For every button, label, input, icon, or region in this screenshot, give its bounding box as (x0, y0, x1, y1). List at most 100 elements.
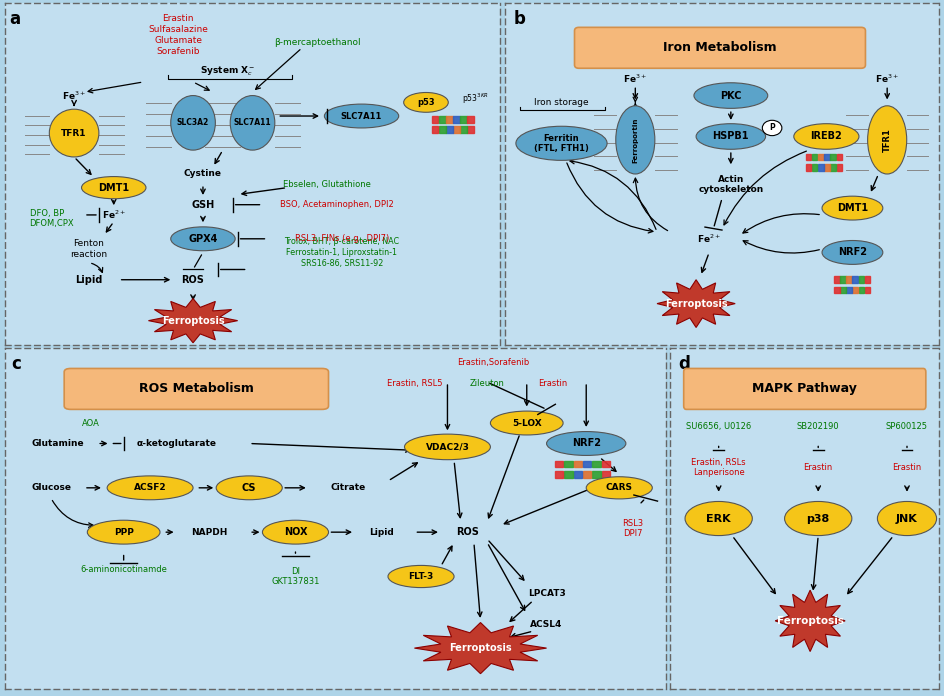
Text: 6-aminonicotinamde: 6-aminonicotinamde (80, 565, 167, 574)
Bar (831, 154, 835, 160)
Bar (812, 164, 818, 171)
Ellipse shape (230, 95, 275, 150)
Text: NRF2: NRF2 (572, 438, 600, 448)
Text: Fe$^{2+}$: Fe$^{2+}$ (102, 209, 126, 221)
Bar (859, 287, 864, 294)
Bar (582, 461, 591, 468)
Text: Fe$^{3+}$: Fe$^{3+}$ (875, 72, 900, 85)
Bar (601, 461, 610, 468)
Text: Erastin
Sulfasalazine
Glutamate
Sorafenib: Erastin Sulfasalazine Glutamate Sorafeni… (148, 14, 208, 56)
Text: Lipid: Lipid (369, 528, 394, 537)
Text: ROS Metabolism: ROS Metabolism (139, 382, 254, 395)
Bar (865, 276, 870, 283)
Ellipse shape (388, 565, 454, 587)
FancyBboxPatch shape (64, 368, 329, 409)
Bar (846, 287, 851, 294)
Text: Erastin: Erastin (539, 379, 567, 388)
Text: β-mercaptoethanol: β-mercaptoethanol (274, 38, 361, 47)
Text: SP600125: SP600125 (886, 422, 928, 431)
Bar (836, 164, 842, 171)
Text: DMT1: DMT1 (837, 203, 868, 213)
Ellipse shape (49, 109, 99, 157)
Text: d: d (679, 355, 690, 373)
Ellipse shape (516, 126, 607, 160)
Text: P: P (769, 123, 775, 132)
Bar (447, 116, 452, 123)
Bar (453, 126, 460, 133)
Ellipse shape (586, 477, 652, 499)
Bar (859, 276, 864, 283)
Bar (461, 116, 466, 123)
Bar (836, 154, 842, 160)
Text: ACSF2: ACSF2 (134, 483, 166, 492)
Ellipse shape (696, 124, 766, 149)
Bar (582, 470, 591, 477)
Ellipse shape (87, 520, 160, 544)
Text: FLT-3: FLT-3 (409, 572, 433, 581)
Ellipse shape (262, 520, 329, 544)
Text: Ferroptosis: Ferroptosis (777, 616, 844, 626)
Bar (447, 126, 452, 133)
Text: Ferritin
(FTL, FTH1): Ferritin (FTL, FTH1) (534, 134, 589, 153)
Ellipse shape (547, 432, 626, 455)
Bar (818, 164, 823, 171)
Text: Fenton
reaction: Fenton reaction (71, 239, 108, 259)
Bar (852, 287, 858, 294)
Text: Fe$^{2+}$: Fe$^{2+}$ (697, 232, 721, 245)
Ellipse shape (615, 106, 655, 174)
Bar (439, 126, 446, 133)
Ellipse shape (81, 177, 146, 199)
Polygon shape (148, 299, 238, 343)
Text: Actin
cytoskeleton: Actin cytoskeleton (699, 175, 764, 194)
Text: GSH: GSH (192, 200, 214, 209)
Text: ERK: ERK (706, 514, 731, 523)
Text: Iron Metabolism: Iron Metabolism (664, 41, 777, 54)
Bar (852, 276, 858, 283)
Text: NOX: NOX (284, 527, 307, 537)
Text: NRF2: NRF2 (838, 248, 867, 258)
Ellipse shape (877, 501, 936, 536)
Text: ROS: ROS (181, 275, 205, 285)
Text: Ferroptosis: Ferroptosis (449, 643, 512, 653)
Text: SLC3A2: SLC3A2 (177, 118, 210, 127)
Ellipse shape (108, 476, 193, 500)
Text: PKC: PKC (720, 90, 742, 100)
Bar (432, 116, 439, 123)
Text: Ferroptosis: Ferroptosis (665, 299, 728, 308)
Bar (601, 470, 610, 477)
Text: Glucose: Glucose (31, 483, 71, 492)
Ellipse shape (404, 93, 448, 112)
Text: GPX4: GPX4 (188, 234, 218, 244)
Bar (806, 164, 811, 171)
Bar (555, 470, 564, 477)
Text: CS: CS (242, 483, 257, 493)
Bar (806, 154, 811, 160)
Text: BSO, Acetaminophen, DPI2: BSO, Acetaminophen, DPI2 (280, 200, 394, 209)
Bar (840, 276, 846, 283)
Bar (555, 461, 564, 468)
Text: Fe$^{3+}$: Fe$^{3+}$ (623, 72, 648, 85)
Ellipse shape (694, 83, 767, 109)
Bar (565, 470, 573, 477)
Ellipse shape (171, 227, 235, 251)
Ellipse shape (763, 120, 782, 136)
Text: Erastin, RSL5: Erastin, RSL5 (387, 379, 442, 388)
Ellipse shape (325, 104, 398, 128)
Bar (824, 154, 830, 160)
Bar (834, 287, 839, 294)
Ellipse shape (685, 501, 752, 536)
Ellipse shape (822, 196, 883, 220)
Text: Ferroportin: Ferroportin (632, 117, 638, 163)
FancyBboxPatch shape (575, 27, 866, 68)
Bar (439, 116, 446, 123)
Text: p53: p53 (417, 98, 435, 107)
Bar (565, 461, 573, 468)
Bar (574, 461, 582, 468)
Text: System X$_c^-$: System X$_c^-$ (200, 65, 256, 79)
Text: RSL3, FINs (e.g., DPI7): RSL3, FINs (e.g., DPI7) (295, 235, 389, 244)
Text: Iron storage: Iron storage (534, 98, 589, 107)
Text: SB202190: SB202190 (797, 422, 839, 431)
Text: c: c (11, 355, 21, 373)
Text: Ferroptosis: Ferroptosis (161, 316, 225, 326)
Bar (846, 276, 851, 283)
